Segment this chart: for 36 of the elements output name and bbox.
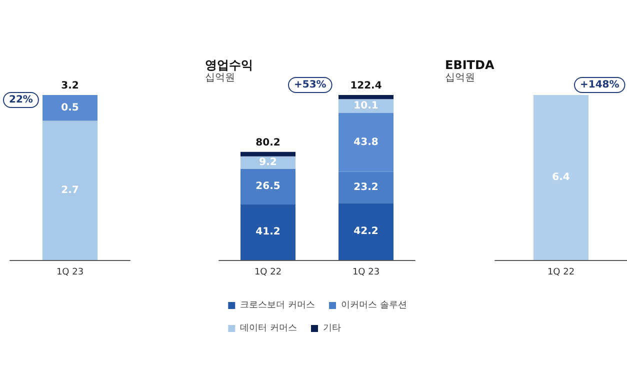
- data-label: 26.5: [256, 181, 280, 192]
- x-tick-label: 1Q 23: [352, 268, 380, 278]
- legend-label: 데이터 커머스: [240, 324, 298, 334]
- total-label: 3.2: [61, 80, 79, 92]
- chart-title: EBITDA: [445, 58, 495, 72]
- data-label: 0.5: [61, 102, 79, 114]
- legend-label: 기타: [323, 324, 341, 334]
- data-label: 41.2: [256, 226, 280, 238]
- bar: [240, 204, 296, 260]
- total-label: 80.2: [256, 137, 280, 148]
- data-label: 42.2: [354, 226, 378, 238]
- chart-subtitle: 십억원: [205, 72, 235, 84]
- x-tick-label: 1Q 23: [56, 268, 84, 278]
- bar: [338, 95, 394, 100]
- bar: [240, 152, 296, 156]
- text: +148%: [580, 80, 620, 90]
- bar: [338, 203, 394, 260]
- x-tick-label: 1Q 22: [254, 268, 282, 278]
- data-label: 10.1: [354, 100, 378, 112]
- legend-label: 이커머스 솔루션: [341, 300, 407, 310]
- chart-title: 영업수익: [205, 58, 253, 72]
- bar: [240, 168, 296, 204]
- data-label: 9.2: [259, 157, 277, 168]
- data-label: 6.4: [552, 172, 570, 183]
- data-label: 2.7: [61, 184, 79, 196]
- data-label: 23.2: [354, 182, 378, 193]
- text: +53%: [294, 80, 326, 90]
- bar: [338, 112, 394, 172]
- data-label: 43.8: [354, 136, 378, 148]
- total-label: 122.4: [350, 80, 382, 92]
- text: 22%: [9, 94, 33, 106]
- x-tick-label: 1Q 22: [547, 268, 575, 278]
- bar: [338, 172, 394, 204]
- chart-subtitle: 십억원: [445, 72, 475, 84]
- legend-label: 크로스보더 커머스: [240, 300, 316, 310]
- bar: [338, 99, 394, 113]
